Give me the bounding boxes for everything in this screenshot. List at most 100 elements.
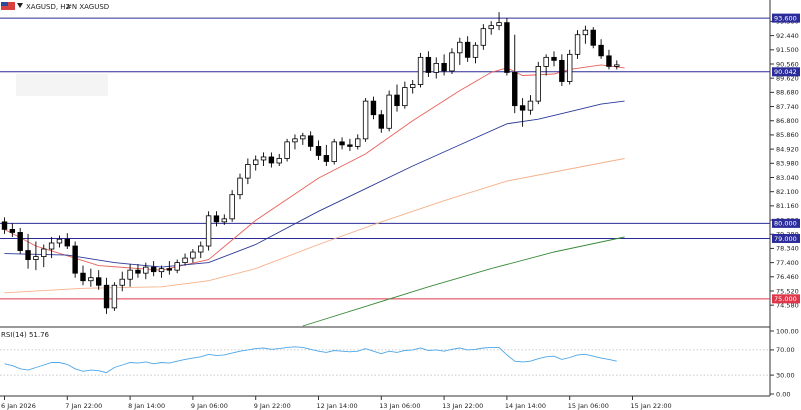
- candle: [111, 282, 118, 311]
- chart-header: XAGUSD, H2 #N XAGUSD: [1, 2, 109, 11]
- candle: [527, 95, 534, 115]
- candle-body: [567, 53, 573, 82]
- candle-body: [252, 159, 259, 165]
- candle-body: [276, 158, 282, 164]
- candle: [284, 138, 290, 162]
- candle: [127, 264, 133, 287]
- moving-average-line: [4, 100, 625, 268]
- candle-body: [331, 141, 337, 162]
- time-tick-label: 15 Jan 22:00: [631, 402, 672, 410]
- rsi-tick-label: 70.00: [776, 346, 795, 354]
- candle-body: [64, 238, 70, 247]
- flag-canton-icon: [1, 2, 8, 6]
- candle: [72, 241, 78, 278]
- candle: [543, 54, 549, 76]
- symbol-menu-triangle-icon[interactable]: [17, 3, 23, 8]
- candle-body: [260, 156, 267, 161]
- price-tick-label: 75.520: [776, 287, 799, 295]
- candlesticks: [1, 12, 620, 314]
- price-tick-label: 83.040: [776, 174, 799, 182]
- price-tick-label: 76.460: [776, 273, 799, 281]
- candle-body: [25, 250, 31, 260]
- candle: [504, 18, 510, 76]
- candle: [472, 42, 479, 64]
- candle: [56, 235, 63, 248]
- candle: [480, 24, 487, 50]
- time-axis: 6 Jan 2026 7 Jan 22:00 8 Jan 14:00 9 Jan 06…: [1, 396, 672, 410]
- rsi-line: [4, 346, 617, 374]
- candle-body: [362, 100, 369, 140]
- candle: [268, 152, 275, 168]
- candle: [582, 25, 589, 44]
- level-tag: [772, 67, 800, 77]
- candle-body: [237, 177, 243, 196]
- candle-body: [323, 155, 330, 162]
- candle: [276, 153, 282, 167]
- candle: [355, 134, 361, 150]
- time-tick-label: 9 Jan 06:00: [191, 402, 228, 410]
- candle-body: [166, 268, 173, 271]
- candle: [551, 51, 557, 67]
- candle-body: [158, 268, 165, 273]
- candle: [292, 134, 298, 150]
- horizontal-levels[interactable]: [0, 17, 770, 300]
- level-tag-label: 90.042: [774, 68, 797, 76]
- price-tick-label: 88.680: [776, 89, 799, 97]
- candle: [237, 173, 243, 200]
- candle: [362, 98, 369, 142]
- time-tick-label: 8 Jan 14:00: [128, 402, 165, 410]
- level-tag: [772, 233, 800, 243]
- candle-body: [582, 29, 589, 36]
- candle: [9, 223, 16, 237]
- time-tick-label: 6 Jan 2026: [1, 402, 36, 410]
- candle: [48, 236, 55, 259]
- candle-body: [127, 269, 133, 280]
- candle-body: [417, 56, 424, 85]
- candle: [205, 211, 212, 251]
- candle: [402, 81, 408, 109]
- level-tag: [772, 218, 800, 228]
- time-tick-label: 12 Jan 14:00: [317, 402, 358, 410]
- candle-body: [143, 266, 149, 274]
- candle: [567, 49, 573, 85]
- price-tick-label: 77.400: [776, 259, 799, 267]
- candle-body: [402, 87, 408, 107]
- price-tick-label: 91.500: [776, 46, 799, 54]
- candle: [103, 277, 110, 314]
- rsi-title: RSI(14) 51.76: [1, 331, 50, 339]
- candle-body: [300, 135, 306, 140]
- candle: [190, 249, 196, 263]
- candle: [245, 158, 251, 185]
- candle-body: [205, 215, 212, 247]
- time-tick-label: 15 Jan 06:00: [568, 402, 609, 410]
- candle: [512, 34, 518, 114]
- price-tick-label: 86.800: [776, 117, 799, 125]
- watermark-box: [16, 74, 108, 96]
- candle-body: [394, 94, 400, 107]
- candle: [417, 52, 424, 88]
- candle-body: [135, 269, 141, 274]
- candle: [441, 54, 447, 76]
- price-tick-label: 89.620: [776, 74, 799, 82]
- candle-body: [551, 56, 557, 61]
- candle: [449, 48, 455, 74]
- candle: [386, 90, 392, 132]
- candle: [198, 241, 204, 259]
- candle: [17, 227, 23, 254]
- candle: [519, 98, 526, 127]
- candle-body: [347, 144, 353, 147]
- price-tick-label: 81.160: [776, 202, 799, 210]
- candle-body: [425, 56, 432, 73]
- candle: [64, 233, 70, 250]
- candle: [535, 61, 541, 105]
- price-tick-label: 84.920: [776, 145, 799, 153]
- candle: [590, 27, 596, 49]
- candle: [260, 152, 267, 167]
- candle-body: [72, 245, 78, 274]
- price-tick-label: 82.100: [776, 188, 799, 196]
- candle-body: [504, 22, 510, 73]
- moving-average-line: [4, 158, 625, 294]
- candle-body: [559, 59, 565, 82]
